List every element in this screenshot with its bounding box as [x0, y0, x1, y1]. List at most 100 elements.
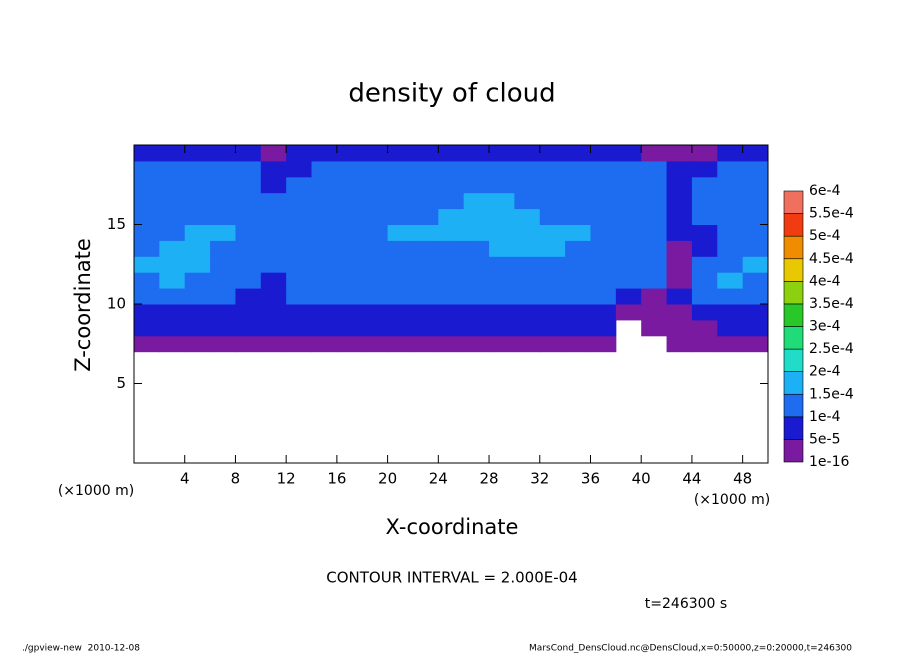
- cell: [134, 304, 160, 321]
- cell: [210, 304, 236, 321]
- cell: [489, 319, 515, 337]
- cell: [336, 319, 363, 337]
- cell: [514, 319, 541, 337]
- cell: [286, 145, 313, 162]
- cell: [691, 208, 718, 225]
- cell: [311, 208, 338, 225]
- cell: [691, 335, 718, 353]
- cell: [463, 192, 490, 210]
- cell: [134, 192, 160, 210]
- cell: [235, 256, 262, 273]
- x-tick-label: 32: [530, 470, 549, 488]
- cell: [717, 288, 744, 305]
- cell: [514, 256, 541, 273]
- cell: [235, 192, 262, 210]
- cell: [210, 224, 236, 241]
- cell: [184, 145, 211, 162]
- cell: [666, 145, 693, 162]
- cell: [742, 192, 769, 210]
- cell: [184, 256, 211, 273]
- cell: [489, 160, 515, 178]
- cell: [463, 272, 490, 289]
- cell: [641, 240, 668, 257]
- cell: [387, 160, 414, 178]
- cell: [717, 176, 744, 194]
- cell: [539, 224, 566, 241]
- cell: [387, 288, 414, 305]
- cell: [590, 208, 617, 225]
- cell: [311, 319, 338, 337]
- cell: [260, 176, 287, 194]
- cell: [159, 145, 186, 162]
- cell: [539, 256, 566, 273]
- x-tick-label: 20: [378, 470, 397, 488]
- cell: [260, 224, 287, 241]
- cell: [641, 145, 668, 162]
- cell: [235, 288, 262, 305]
- cell: [159, 208, 186, 225]
- cell: [438, 256, 465, 273]
- cell: [134, 160, 160, 178]
- cell: [159, 319, 186, 337]
- cell: [210, 288, 236, 305]
- cell: [286, 208, 313, 225]
- cell: [311, 272, 338, 289]
- cell: [336, 304, 363, 321]
- cell: [210, 176, 236, 194]
- cell: [387, 176, 414, 194]
- cell: [286, 304, 313, 321]
- cell: [489, 335, 515, 353]
- cell: [336, 208, 363, 225]
- colorbar-box: [783, 439, 804, 463]
- cell: [565, 192, 591, 210]
- cell: [489, 224, 515, 241]
- cell: [666, 288, 693, 305]
- cell: [159, 224, 186, 241]
- cell: [184, 288, 211, 305]
- cell: [362, 256, 389, 273]
- cell: [539, 304, 566, 321]
- cell: [235, 160, 262, 178]
- cell: [412, 160, 439, 178]
- cell: [641, 304, 668, 321]
- cell: [565, 208, 591, 225]
- cell: [286, 335, 313, 353]
- cell: [742, 208, 769, 225]
- cell: [615, 288, 642, 305]
- cell: [590, 176, 617, 194]
- cell: [260, 208, 287, 225]
- cell: [286, 192, 313, 210]
- x-tick-label: 40: [632, 470, 651, 488]
- cell: [235, 240, 262, 257]
- cell: [235, 272, 262, 289]
- cell: [311, 176, 338, 194]
- cell: [666, 192, 693, 210]
- colorbar-label: 4e-4: [809, 273, 841, 289]
- cell: [311, 256, 338, 273]
- cell: [438, 272, 465, 289]
- colorbar-label: 3e-4: [809, 319, 841, 335]
- cell: [412, 304, 439, 321]
- cell: [412, 224, 439, 241]
- cell: [463, 208, 490, 225]
- cell: [641, 192, 668, 210]
- cell: [742, 304, 769, 321]
- cell: [615, 160, 642, 178]
- colorbar-label: 4.5e-4: [809, 251, 854, 267]
- cell: [590, 272, 617, 289]
- cell: [691, 272, 718, 289]
- cell: [184, 272, 211, 289]
- cell: [717, 145, 744, 162]
- cell: [717, 272, 744, 289]
- cell: [641, 224, 668, 241]
- cell: [489, 176, 515, 194]
- cell: [159, 288, 186, 305]
- cell: [691, 176, 718, 194]
- cell: [134, 145, 160, 162]
- cell: [590, 160, 617, 178]
- cell: [691, 145, 718, 162]
- cell: [412, 145, 439, 162]
- cell: [362, 208, 389, 225]
- cell: [489, 145, 515, 162]
- cell: [210, 319, 236, 337]
